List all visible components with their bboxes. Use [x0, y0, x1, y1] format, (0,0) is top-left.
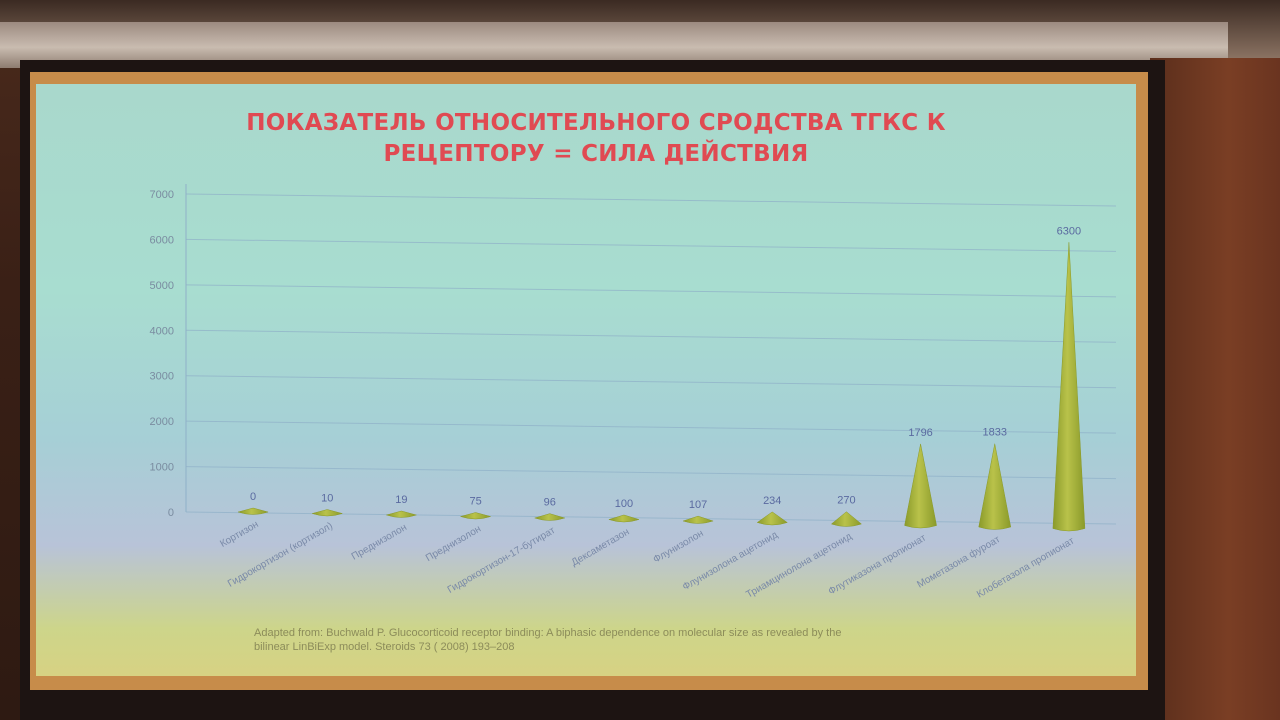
y-tick-label: 3000	[150, 371, 174, 383]
gridline	[185, 329, 1117, 343]
gridline	[185, 375, 1117, 389]
cone-bar	[682, 515, 714, 524]
cone-bar	[385, 510, 418, 518]
cone-bar	[311, 509, 344, 517]
y-tick-label: 4000	[150, 325, 174, 337]
data-label: 100	[615, 498, 633, 510]
gridline	[185, 238, 1117, 252]
data-label: 107	[689, 499, 707, 511]
y-tick-label: 2000	[150, 416, 174, 428]
gridline	[185, 284, 1117, 298]
y-tick-label: 0	[168, 507, 174, 519]
data-label: 234	[763, 495, 781, 507]
y-tick-label: 6000	[150, 234, 174, 246]
data-label: 6300	[1057, 225, 1081, 237]
data-label: 1833	[983, 427, 1007, 439]
cone-bar	[904, 443, 937, 529]
data-label: 96	[544, 497, 556, 509]
category-label: Преднизолон	[350, 522, 409, 562]
data-label: 1796	[908, 427, 932, 439]
cone-bar	[459, 512, 492, 520]
cone-bar-chart: 0 1000 2000 3000 4000 5000 6000 7000 0 Кортизон 10…	[150, 184, 1117, 601]
gridline	[185, 466, 1117, 480]
data-label: 270	[837, 495, 855, 507]
data-label: 75	[469, 496, 481, 508]
presentation-slide: ПОКАЗАТЕЛЬ ОТНОСИТЕЛЬНОГО СРОДСТВА ТГКС …	[36, 84, 1136, 676]
slide-title: ПОКАЗАТЕЛЬ ОТНОСИТЕЛЬНОГО СРОДСТВА ТГКС …	[146, 108, 1046, 170]
y-tick-label: 5000	[150, 280, 174, 292]
cone-bar	[608, 514, 640, 523]
data-label: 0	[250, 491, 256, 503]
data-label: 10	[321, 493, 333, 505]
wall-panel	[1150, 58, 1280, 720]
category-label: Преднизолон	[424, 524, 483, 564]
cone-bar	[1052, 242, 1086, 532]
y-tick-label: 7000	[150, 189, 174, 201]
citation-text: Adapted from: Buchwald P. Glucocorticoid…	[254, 627, 842, 653]
category-label: Флунизолон	[652, 528, 706, 566]
category-label: Дексаметазон	[570, 527, 632, 569]
gridline	[185, 193, 1117, 207]
slide-title-line-1: ПОКАЗАТЕЛЬ ОТНОСИТЕЛЬНОГО СРОДСТВА ТГКС …	[246, 110, 946, 136]
cone-bar	[533, 513, 566, 521]
cone-bar	[978, 443, 1012, 530]
cone-bar	[756, 511, 788, 526]
slide-title-line-2: РЕЦЕПТОРУ = СИЛА ДЕЙСТВИЯ	[383, 141, 809, 167]
category-label: Кортизон	[218, 519, 260, 550]
gridline	[185, 420, 1117, 434]
y-tick-label: 1000	[150, 462, 174, 474]
cone-bar	[830, 511, 862, 527]
cone-bar	[237, 507, 269, 515]
data-label: 19	[395, 494, 407, 506]
